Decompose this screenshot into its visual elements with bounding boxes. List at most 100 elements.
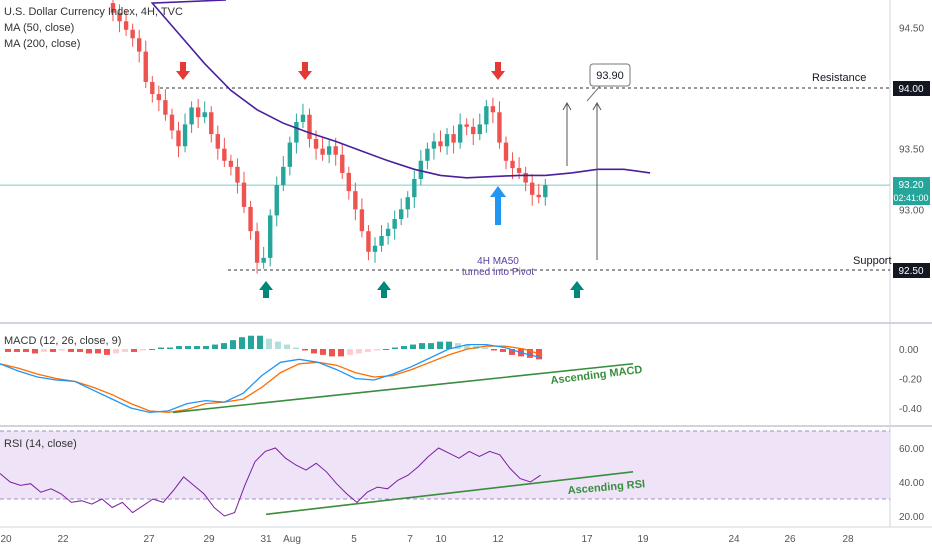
- macd-histogram-bar: [158, 347, 164, 349]
- time-tick-label: 12: [492, 534, 504, 545]
- rsi-line: [0, 447, 541, 517]
- time-tick-label: 27: [143, 534, 155, 545]
- candle-body: [497, 112, 502, 143]
- macd-histogram-bar: [248, 335, 254, 349]
- rsi-tick-label: 40.00: [899, 478, 924, 489]
- support-arrow: [377, 281, 391, 298]
- macd-histogram-bar: [113, 349, 119, 354]
- time-tick-label: 31: [260, 534, 272, 545]
- resistance-price-tag: [893, 81, 930, 96]
- macd-tick-label: -0.20: [899, 375, 922, 386]
- candle-body: [536, 194, 541, 198]
- rsi-tick-label: 20.00: [899, 512, 924, 523]
- macd-histogram-bar: [392, 347, 398, 349]
- macd-histogram-bar: [257, 335, 263, 349]
- resistance-arrow: [491, 62, 505, 80]
- macd-histogram-bar: [203, 346, 209, 349]
- macd-histogram-bar: [167, 347, 173, 349]
- candle-body: [202, 112, 207, 118]
- candle-body: [123, 21, 129, 30]
- candle-body: [372, 245, 378, 252]
- candle-body: [438, 141, 443, 147]
- macd-histogram-bar: [347, 349, 353, 355]
- candle-body: [235, 166, 240, 183]
- macd-trendline: [172, 362, 634, 414]
- candle-body: [379, 236, 384, 246]
- macd-signal-line: [0, 345, 543, 414]
- candle-body: [150, 81, 155, 95]
- macd-histogram-bar: [122, 349, 128, 352]
- macd-histogram-bar: [221, 343, 227, 349]
- target-callout-label: 93.90: [596, 70, 624, 82]
- candle-body: [510, 160, 515, 169]
- candle-body: [137, 38, 142, 52]
- macd-histogram-bar: [383, 349, 389, 350]
- macd-histogram-bar: [140, 349, 146, 351]
- candle-body: [182, 124, 188, 147]
- macd-histogram-bar: [491, 349, 497, 351]
- ma50-line: [150, 0, 651, 179]
- macd-histogram-bar: [356, 349, 362, 354]
- candle-body: [503, 142, 509, 161]
- macd-histogram-bar: [374, 349, 380, 351]
- candle-body: [320, 148, 325, 155]
- time-tick-label: 19: [637, 534, 649, 545]
- candle-body: [195, 107, 201, 118]
- macd-histogram-bar: [500, 349, 506, 352]
- candle-body: [490, 106, 496, 113]
- support-label: Support: [853, 255, 892, 267]
- macd-histogram-bar: [176, 346, 182, 349]
- candle-body: [287, 142, 293, 167]
- macd-histogram-bar: [293, 347, 299, 349]
- candle-body: [222, 148, 227, 161]
- candle-body: [457, 124, 463, 143]
- candle-body: [176, 130, 181, 147]
- candle-body: [464, 124, 469, 127]
- candle-body: [530, 182, 535, 195]
- macd-histogram-bar: [464, 344, 470, 349]
- candle-body: [431, 141, 437, 149]
- candle-body: [346, 172, 351, 192]
- rsi-tick-label: 60.00: [899, 444, 924, 455]
- macd-histogram-bar: [284, 344, 290, 349]
- macd-histogram-bar: [455, 343, 461, 349]
- candle-body: [366, 231, 371, 252]
- macd-histogram-bar: [14, 349, 20, 352]
- macd-histogram-bar: [239, 337, 245, 349]
- main-legend: U.S. Dollar Currency Index, 4H, TVC MA (…: [4, 4, 183, 52]
- time-tick-label: 29: [203, 534, 215, 545]
- ma50-legend: MA (50, close): [4, 22, 75, 34]
- candle-body: [209, 112, 214, 135]
- candle-body: [543, 185, 548, 198]
- macd-histogram-bar: [32, 349, 38, 354]
- candle-body: [333, 146, 338, 155]
- pivot-arrow: [490, 186, 506, 225]
- pivot-note-line1: 4H MA50: [477, 256, 519, 267]
- macd-histogram-bar: [437, 341, 443, 349]
- chart-title: U.S. Dollar Currency Index, 4H, TVC: [4, 6, 183, 18]
- candle-body: [359, 209, 365, 232]
- macd-histogram-bar: [428, 343, 434, 349]
- candle-body: [300, 114, 306, 122]
- candle-body: [385, 228, 391, 237]
- candle-body: [215, 134, 220, 149]
- candle-body: [110, 3, 116, 13]
- time-tick-label: Aug: [283, 534, 301, 545]
- rsi-trendline: [265, 471, 634, 516]
- candle-body: [228, 160, 234, 167]
- candle-body: [444, 134, 450, 147]
- candle-body: [117, 12, 122, 22]
- rsi-legend: RSI (14, close): [4, 438, 77, 450]
- resistance-arrow: [176, 62, 190, 80]
- macd-histogram-bar: [77, 349, 83, 352]
- candle-body: [451, 134, 456, 143]
- support-price-tag: [893, 263, 930, 278]
- time-tick-label: 5: [351, 534, 357, 545]
- candle-body: [484, 106, 489, 125]
- time-tick-label: 26: [784, 534, 796, 545]
- macd-histogram-bar: [482, 347, 488, 349]
- macd-tick-label: 0.00: [899, 345, 919, 356]
- candle-body: [143, 51, 148, 82]
- macd-histogram-bar: [329, 349, 335, 357]
